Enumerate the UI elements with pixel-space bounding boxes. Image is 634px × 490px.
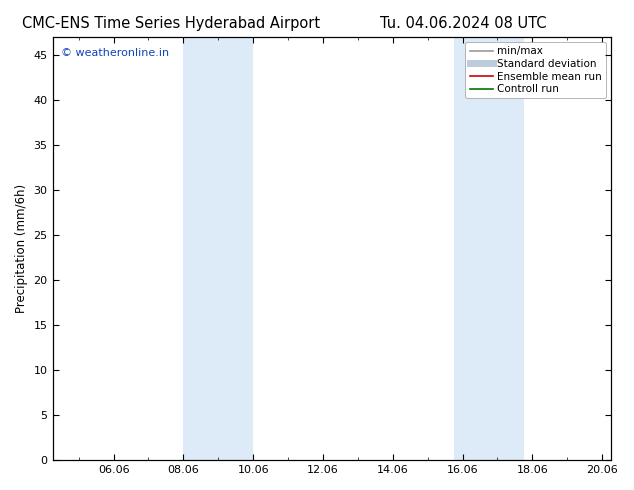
Legend: min/max, Standard deviation, Ensemble mean run, Controll run: min/max, Standard deviation, Ensemble me… (465, 42, 605, 98)
Bar (183, 37, 253, 460)
Y-axis label: Precipitation (mm/6h): Precipitation (mm/6h) (15, 184, 28, 313)
Text: CMC-ENS Time Series Hyderabad Airport: CMC-ENS Time Series Hyderabad Airport (22, 16, 320, 31)
Bar (454, 37, 524, 460)
Text: © weatheronline.in: © weatheronline.in (61, 48, 169, 58)
Text: Tu. 04.06.2024 08 UTC: Tu. 04.06.2024 08 UTC (380, 16, 546, 31)
